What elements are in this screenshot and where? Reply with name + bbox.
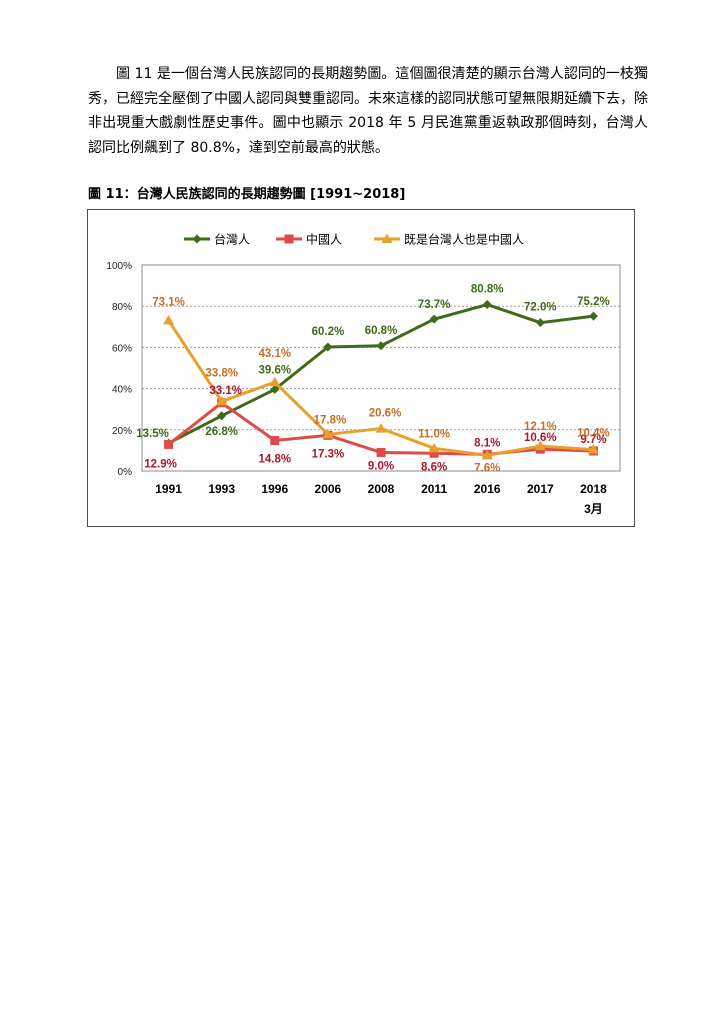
data-label: 12.1%	[524, 421, 557, 433]
data-label: 43.1%	[258, 348, 291, 360]
data-label: 60.8%	[365, 325, 398, 337]
data-point	[481, 449, 493, 460]
data-point	[323, 342, 333, 352]
data-labels: 13.5% 26.8% 39.6% 60.2% 60.8% 73.7% 80.8% 72.0%…	[136, 284, 609, 475]
series-lines	[163, 300, 599, 460]
legend-label: 台灣人	[214, 232, 250, 247]
data-label: 33.1%	[209, 385, 242, 397]
y-tick-label: 0%	[118, 467, 133, 478]
data-label: 73.1%	[152, 296, 185, 308]
data-label: 26.8%	[205, 426, 238, 438]
legend-label: 中國人	[306, 232, 342, 247]
data-label: 11.0%	[418, 428, 450, 440]
y-tick-label: 40%	[112, 385, 132, 396]
data-point	[322, 428, 334, 439]
x-axis: 1991 1993 1996 2006 2008 2011 2016 2017 2018 3月	[155, 482, 607, 516]
chart-frame: 0% 20% 40% 60% 80% 100% 1991 1993 1996 2006 2008 2…	[87, 209, 635, 527]
x-tick-label: 2016	[474, 482, 501, 496]
data-label: 10.6%	[524, 432, 557, 444]
intro-paragraph: 圖 11 是一個台灣人民族認同的長期趨勢圖。這個圖很清楚的顯示台灣人認同的一枝獨…	[88, 62, 648, 160]
y-tick-label: 60%	[112, 343, 132, 354]
x-tick-label: 2011	[421, 482, 447, 496]
data-label: 17.8%	[314, 414, 347, 426]
y-tick-label: 80%	[112, 302, 132, 313]
data-point	[429, 314, 439, 324]
data-point	[270, 436, 280, 446]
trend-line-chart: 0% 20% 40% 60% 80% 100% 1991 1993 1996 2006 2008 2…	[106, 232, 621, 516]
data-label: 39.6%	[258, 364, 291, 376]
data-point	[429, 448, 439, 458]
data-point	[535, 318, 545, 328]
legend-marker	[192, 234, 202, 244]
y-tick-label: 20%	[112, 426, 132, 437]
data-point	[534, 440, 546, 451]
data-label: 75.2%	[577, 296, 610, 308]
data-label: 9.7%	[580, 434, 606, 446]
data-label: 9.0%	[368, 460, 394, 472]
data-label: 80.8%	[471, 284, 504, 296]
data-label: 60.2%	[312, 326, 345, 338]
data-label: 12.9%	[144, 458, 177, 470]
data-point	[163, 314, 175, 325]
data-point	[376, 447, 386, 457]
x-tick-label: 2018	[580, 482, 607, 496]
gridlines	[141, 264, 621, 472]
x-tick-label: 1993	[208, 482, 235, 496]
data-label: 73.7%	[418, 299, 451, 311]
figure-caption: 圖 11：台灣人民族認同的長期趨勢圖 [1991~2018]	[88, 187, 406, 202]
data-point	[482, 300, 492, 310]
data-point	[588, 311, 598, 321]
data-point	[217, 411, 227, 421]
data-label: 13.5%	[136, 428, 169, 440]
data-label: 17.3%	[312, 448, 345, 460]
legend-marker	[381, 233, 393, 243]
x-tick-label: 2017	[527, 482, 554, 496]
data-label: 72.0%	[524, 302, 557, 314]
data-label: 33.8%	[205, 367, 238, 379]
data-label: 7.6%	[474, 462, 500, 474]
data-point	[587, 444, 599, 454]
data-label: 14.8%	[258, 454, 291, 466]
data-label: 10.4%	[577, 428, 610, 440]
x-tick-label: 2008	[368, 482, 395, 496]
data-point	[269, 376, 281, 387]
data-point	[270, 384, 280, 394]
data-label: 8.6%	[421, 461, 447, 473]
data-point	[375, 423, 387, 433]
y-tick-label: 100%	[106, 261, 132, 272]
x-tick-label: 1991	[155, 482, 182, 496]
data-point	[376, 341, 386, 351]
x-tick-label: 1996	[261, 482, 288, 496]
legend: 台灣人 中國人 既是台灣人也是中國人	[184, 232, 524, 247]
data-point	[428, 442, 440, 453]
data-point	[164, 439, 174, 449]
data-label: 8.1%	[474, 437, 500, 449]
plot-area	[141, 264, 621, 472]
x-tick-sublabel: 3月	[584, 502, 603, 516]
data-point	[216, 395, 228, 406]
data-label: 20.6%	[369, 408, 402, 420]
paragraph-text: 圖 11 是一個台灣人民族認同的長期趨勢圖。這個圖很清楚的顯示台灣人認同的一枝獨…	[88, 66, 648, 156]
x-tick-label: 2006	[315, 482, 342, 496]
legend-marker	[284, 234, 294, 244]
y-axis: 0% 20% 40% 60% 80% 100%	[106, 261, 132, 478]
legend-label: 既是台灣人也是中國人	[404, 232, 524, 247]
